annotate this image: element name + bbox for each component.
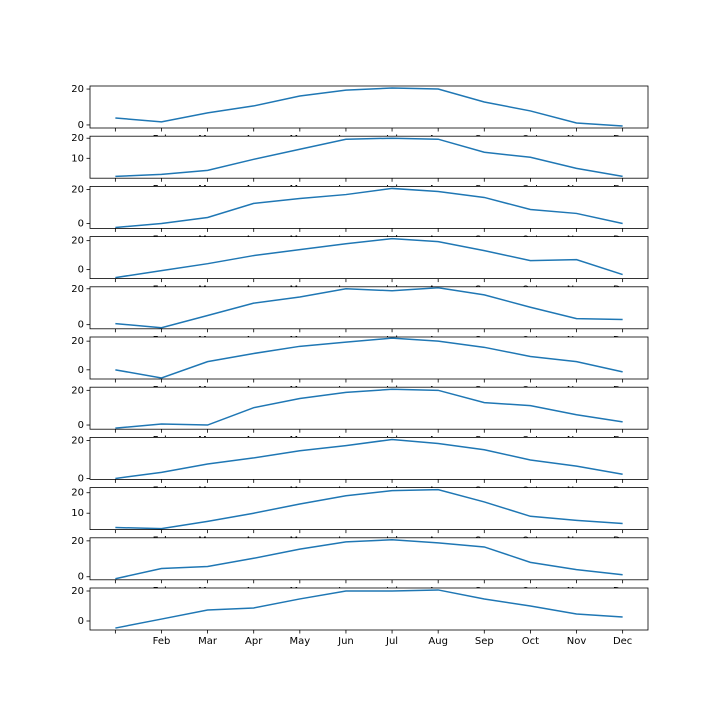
line — [115, 87, 623, 127]
axes-frame — [89, 587, 649, 631]
x-tick-label: Mar — [198, 636, 218, 647]
x-tick-label: Sep — [475, 636, 494, 647]
axes-background — [90, 136, 648, 179]
x-tick-label: Jul — [385, 636, 398, 647]
line — [115, 286, 623, 329]
axes-background — [90, 337, 648, 379]
line — [115, 488, 623, 530]
y-tick-label: 20 — [71, 236, 84, 247]
y-tick-label: 20 — [71, 133, 84, 144]
axes-frame — [89, 85, 649, 129]
x-tick-label: Jun — [337, 636, 354, 647]
line — [115, 539, 623, 580]
axes-frame — [89, 386, 649, 430]
y-tick-label: 20 — [71, 586, 84, 597]
y-tick-label: 0 — [78, 616, 84, 627]
axes-background — [90, 387, 648, 430]
line — [115, 137, 623, 178]
line — [115, 237, 623, 279]
line — [115, 438, 623, 480]
x-tick-label: Feb — [153, 636, 171, 647]
y-tick-label: 0 — [78, 120, 84, 131]
axes-frame — [89, 286, 649, 330]
axes-background — [90, 537, 648, 580]
axes-frame — [89, 336, 649, 380]
axes-background — [90, 588, 648, 630]
y-tick-label: 10 — [71, 508, 84, 519]
x-tick-label: May — [289, 636, 310, 647]
y-tick-label: 0 — [78, 218, 84, 229]
y-tick-label: 0 — [78, 473, 84, 484]
axes-frame — [89, 436, 649, 480]
axes-frame — [89, 487, 649, 531]
line — [115, 388, 623, 429]
axes-background — [90, 236, 648, 279]
line — [115, 187, 623, 229]
y-tick-label: 0 — [78, 320, 84, 331]
y-tick-label: 20 — [71, 385, 84, 396]
x-tick-label: Aug — [428, 636, 448, 647]
x-tick-label: Oct — [522, 636, 539, 647]
y-tick-label: 20 — [71, 488, 84, 499]
y-tick-label: 20 — [71, 184, 84, 195]
x-tick-label: Dec — [613, 636, 632, 647]
line — [115, 337, 623, 379]
y-tick-label: 20 — [71, 536, 84, 547]
axes-frame — [89, 537, 649, 581]
y-tick-label: 0 — [78, 572, 84, 583]
axes-background — [90, 487, 648, 530]
y-tick-label: 0 — [78, 265, 84, 276]
y-tick-label: 0 — [78, 365, 84, 376]
x-tick-label: Apr — [245, 636, 263, 647]
x-tick-label: Nov — [567, 636, 587, 647]
y-tick-label: 20 — [71, 84, 84, 95]
axes-background — [90, 86, 648, 128]
y-tick-label: 20 — [71, 284, 84, 295]
axes-frame — [89, 135, 649, 179]
line — [115, 589, 623, 629]
y-tick-label: 0 — [78, 420, 84, 431]
y-tick-label: 20 — [71, 435, 84, 446]
axes-frame — [89, 185, 649, 229]
axes-background — [90, 286, 648, 329]
axes-frame — [89, 236, 649, 280]
y-tick-label: 10 — [71, 153, 84, 164]
y-tick-label: 20 — [71, 336, 84, 347]
axes-background — [90, 437, 648, 480]
